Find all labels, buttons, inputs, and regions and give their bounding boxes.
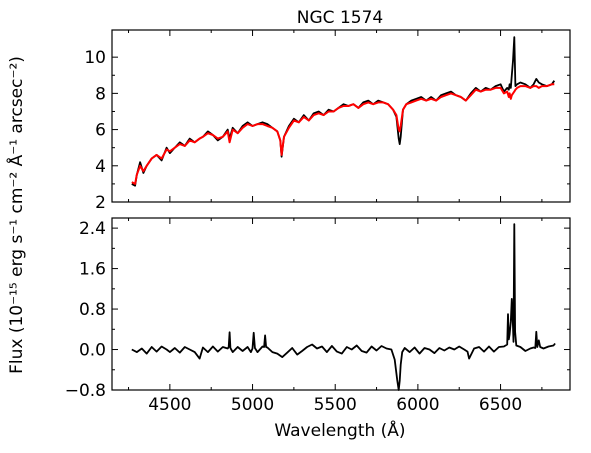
y-tick-label: 0.0 xyxy=(79,341,106,361)
x-axis-label: Wavelength (Å) xyxy=(274,419,405,441)
y-tick-label: 6 xyxy=(95,121,106,141)
top-series-line-black xyxy=(131,36,556,187)
bottom-panel-series xyxy=(131,223,556,391)
y-tick-label: 0.8 xyxy=(79,300,106,320)
top-series-line-red xyxy=(131,83,555,185)
bottom-series-line-black xyxy=(131,223,556,391)
x-tick-label: 4500 xyxy=(148,395,191,415)
x-tick-label: 5000 xyxy=(231,395,274,415)
bottom-panel: 4500 5000 5500 6000 6500 −0.8 0.0 0.8 1.6 2.4 xyxy=(65,217,571,415)
bottom-panel-frame xyxy=(111,217,571,391)
y-tick-label: 4 xyxy=(95,157,106,177)
y-tick-label: 10 xyxy=(84,48,106,68)
y-tick-label: 8 xyxy=(95,84,106,104)
y-tick-label: 2 xyxy=(95,193,106,213)
x-tick-label: 5500 xyxy=(314,395,357,415)
x-tick-label: 6500 xyxy=(479,395,522,415)
top-panel: 2 4 6 8 10 xyxy=(84,29,571,213)
top-panel-ticks: 2 4 6 8 10 xyxy=(84,30,570,213)
top-panel-series xyxy=(131,36,556,187)
y-tick-label: −0.8 xyxy=(65,381,106,401)
y-tick-label: 1.6 xyxy=(79,260,106,280)
y-axis-label: Flux (10⁻¹⁵ erg s⁻¹ cm⁻² Å⁻¹ arcsec⁻²) xyxy=(5,56,27,374)
top-panel-frame xyxy=(111,29,571,203)
bottom-panel-ticks: 4500 5000 5500 6000 6500 −0.8 0.0 0.8 1.6 2.4 xyxy=(65,218,570,415)
chart-title: NGC 1574 xyxy=(297,8,383,28)
x-tick-label: 6000 xyxy=(396,395,439,415)
y-tick-label: 2.4 xyxy=(79,219,106,239)
